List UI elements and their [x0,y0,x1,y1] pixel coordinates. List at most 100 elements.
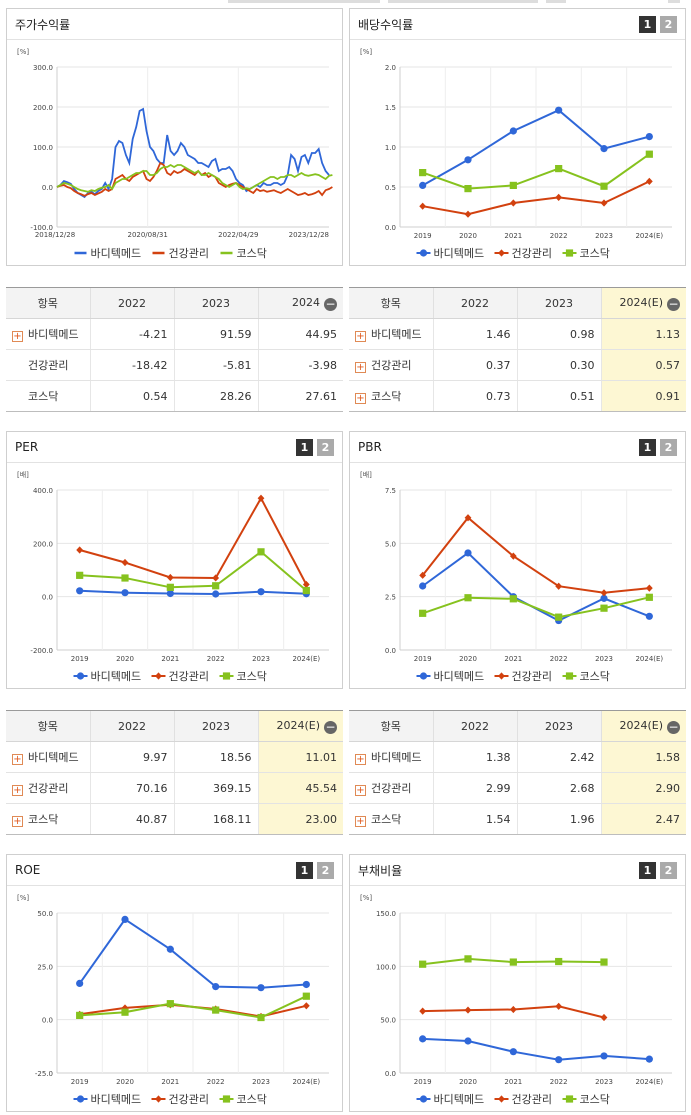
series-line [79,995,307,1019]
data-point [600,958,608,966]
table-row: 코스닥 0.54 28.26 27.61 [6,380,343,412]
cell: 1.46 [432,318,517,350]
collapse-icon[interactable]: − [324,719,337,734]
data-point [464,210,472,218]
data-point [121,589,129,597]
legend-label: 건강관리 [169,1093,209,1106]
x-tick-label: 2022 [207,655,225,663]
table-pbr: 항목 2022 2023 2024(E) − + 바디텍메드 1.38 2.42 1… [349,710,686,835]
x-tick-label: 2022 [550,1078,568,1086]
data-point [212,1006,220,1014]
unit-label: [%] [360,894,372,902]
page-1-button[interactable]: 1 [296,438,313,456]
collapse-icon[interactable]: − [667,719,680,734]
data-point [212,574,220,582]
data-point [419,181,427,189]
page-2-button[interactable]: 2 [317,861,334,879]
col-header: 2023 [173,710,258,742]
expand-icon[interactable]: + [12,331,23,342]
x-tick-label: 2019 [71,655,89,663]
unit-label: [%] [17,894,29,902]
expand-icon[interactable]: + [355,816,366,827]
collapse-icon[interactable]: − [667,296,680,311]
series-line [422,1037,650,1061]
data-point [76,571,84,579]
data-point [76,587,84,595]
expand-icon[interactable]: + [12,816,23,827]
col-header: 2024(E) − [600,710,686,742]
page-2-button[interactable]: 2 [660,438,677,456]
expand-icon[interactable]: + [355,331,366,342]
table-header: 항목 2022 2023 2024− [6,287,343,319]
col-header: 2022 [432,287,517,319]
data-point [645,177,653,185]
data-point [76,546,84,554]
cell: 27.61 [257,380,343,412]
legend-label: 바디텍메드 [434,1093,485,1106]
collapse-icon[interactable]: − [324,296,337,311]
data-point [419,249,428,257]
legend-label: 바디텍메드 [91,1093,142,1106]
x-tick-label: 2021 [504,232,522,240]
col-header: 2023 [516,287,601,319]
series-line [56,161,333,197]
y-tick-label: 200.0 [33,104,53,112]
x-tick-label: 2024(E) [635,655,663,663]
col-header: 2022 [89,287,174,319]
x-tick-label: 2020 [116,655,134,663]
expand-icon[interactable]: + [355,393,366,404]
x-tick-label: 2020 [116,1078,134,1086]
data-point [600,1013,608,1022]
chart-title: 배당수익률 [358,17,414,32]
legend-item: 바디텍메드 [416,1093,485,1106]
y-tick-label: 300.0 [33,64,53,72]
page-2-button[interactable]: 2 [660,15,677,33]
page-1-button[interactable]: 1 [296,861,313,879]
chart-title: ROE [15,863,41,877]
unit-label: [%] [17,48,29,56]
col-header: 2022 [89,710,174,742]
data-point [166,573,174,582]
page-2-button[interactable]: 2 [660,861,677,879]
cell: 28.26 [173,380,258,412]
data-point [121,574,129,582]
data-point [555,582,563,590]
table-per: 항목 2022 2023 2024(E) − + 바디텍메드 9.97 18.56 … [6,710,343,835]
expand-icon[interactable]: + [355,785,366,796]
data-point [645,1055,653,1063]
x-tick-label: 2022 [550,655,568,663]
expand-icon[interactable]: + [12,785,23,796]
legend-item: 코스닥 [220,247,267,260]
legend-item: 바디텍메드 [416,670,484,683]
y-tick-label: 0.5 [385,184,396,192]
table-row: + 건강관리 70.16 369.15 45.54 [6,772,343,804]
y-tick-label: -25.0 [35,1070,53,1078]
data-point [509,1005,517,1014]
chart-per: [배] 400.0 200.0 0.0 -200.0 2019 2020 2021 2022 20… [17,470,329,683]
page-1-button[interactable]: 1 [639,438,656,456]
page-2-button[interactable]: 2 [317,438,334,456]
data-point [212,582,220,590]
expand-icon[interactable]: + [355,754,366,765]
cell: 9.97 [89,741,174,773]
row-label: 건강관리 [28,782,69,795]
data-point [222,1095,231,1103]
cell: 2.47 [600,803,686,835]
expand-icon[interactable]: + [355,362,366,373]
page-1-button[interactable]: 1 [639,861,656,879]
data-point [555,193,563,201]
data-point [155,672,162,680]
expand-icon[interactable]: + [12,754,23,765]
data-point [645,133,653,141]
row-label: 건강관리 [371,359,412,372]
data-point [555,613,563,621]
data-point [645,150,653,158]
cell: 45.54 [257,772,343,804]
table-header: 항목 2022 2023 2024(E) − [349,287,686,319]
data-point [419,169,427,177]
table-row: + 바디텍메드 1.38 2.42 1.58 [349,741,686,773]
page-1-button[interactable]: 1 [639,15,656,33]
